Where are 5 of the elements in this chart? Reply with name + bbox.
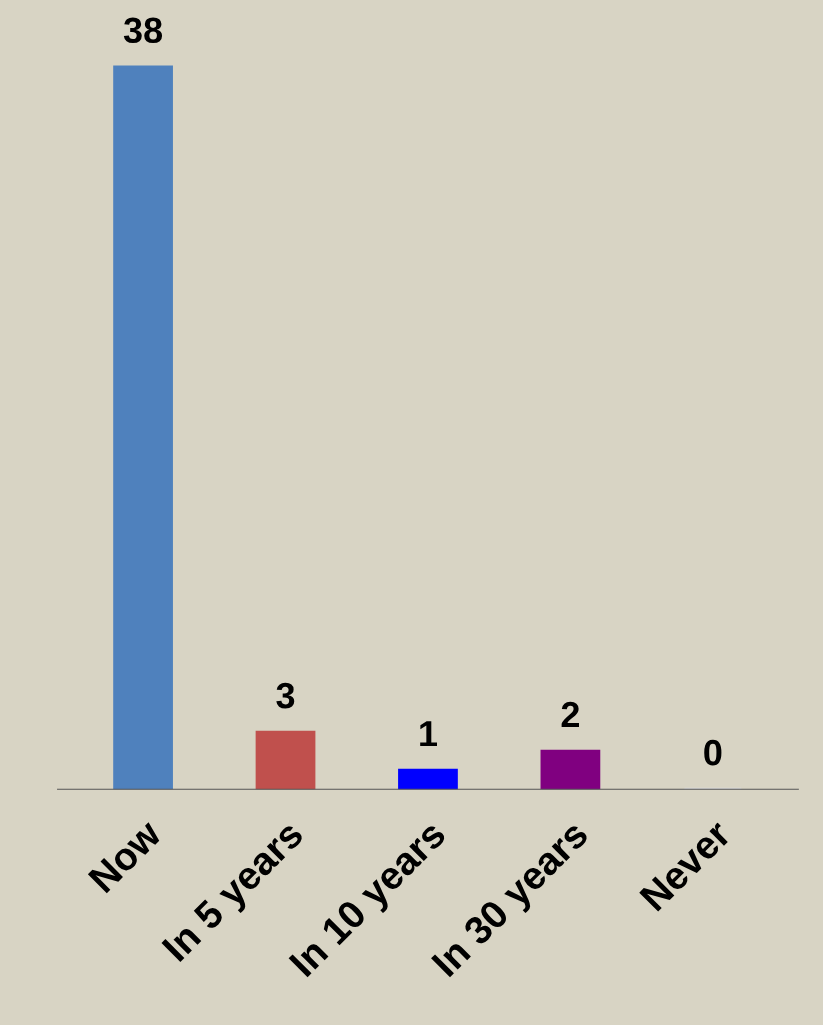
data-label: 3 xyxy=(276,682,295,709)
data-label: 2 xyxy=(561,701,579,728)
data-label: 38 xyxy=(123,17,163,44)
data-label: 1 xyxy=(420,721,437,747)
data-label: 0 xyxy=(704,739,722,766)
